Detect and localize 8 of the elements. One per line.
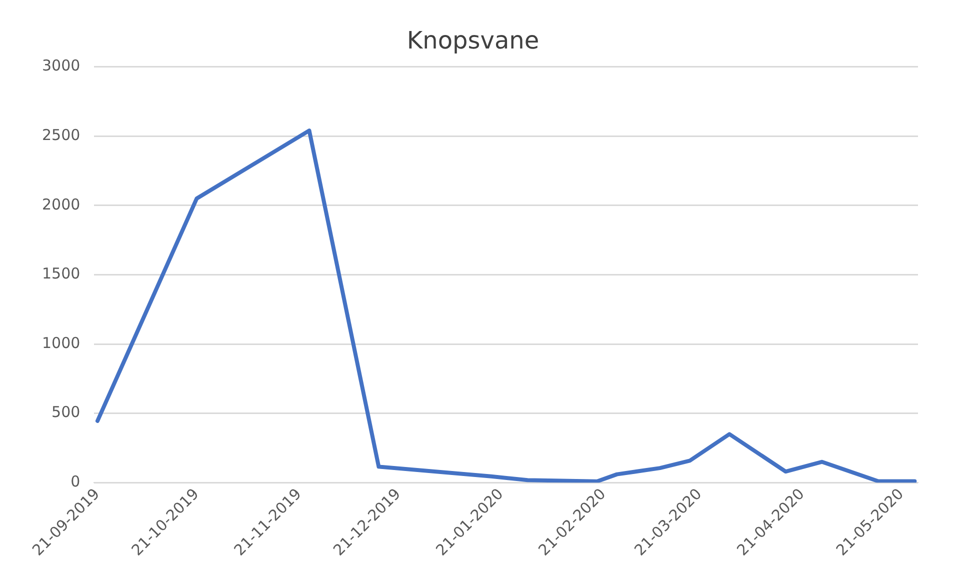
y-tick-label: 500 bbox=[52, 403, 80, 422]
y-tick-label: 0 bbox=[70, 472, 80, 491]
chart-title: Knopsvane bbox=[406, 26, 540, 55]
y-tick-label: 2500 bbox=[42, 126, 80, 144]
y-tick-label: 3000 bbox=[42, 56, 80, 75]
y-tick-label: 2000 bbox=[42, 195, 80, 214]
y-tick-label: 1000 bbox=[42, 334, 80, 352]
y-tick-label: 1500 bbox=[42, 264, 80, 283]
